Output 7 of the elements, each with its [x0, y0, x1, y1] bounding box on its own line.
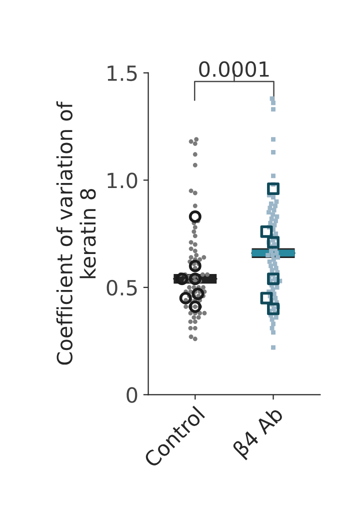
y-tick-label: 0 [126, 387, 138, 403]
x-tick-label: β4 Ab [232, 405, 287, 460]
y-tick-label: 0.5 [106, 280, 137, 296]
annotation: 0.0001 [199, 61, 269, 77]
y-axis-title: Coefficient of variation of keratin 8 [56, 101, 96, 365]
y-tick-label: 1.0 [108, 172, 138, 188]
y-tick-label: 1.5 [108, 66, 137, 82]
